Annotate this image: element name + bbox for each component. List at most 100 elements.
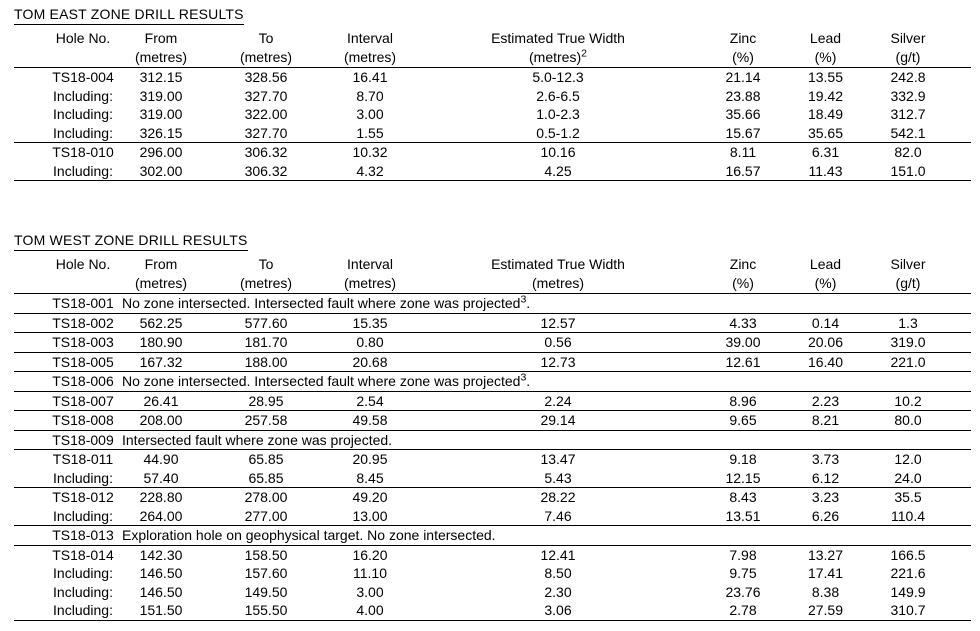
table-row: TS18-004 312.15 328.56 16.41 5.0-12.3 21.14 13… [14, 67, 971, 87]
value-cell-zinc: 35.66 [725, 106, 761, 122]
value-cell-silver: 166.5 [873, 544, 971, 564]
value-cell-zinc: 7.98 [708, 544, 778, 564]
value-cell-to: 327.70 [244, 124, 288, 141]
header-unit-row: (metres) (metres) (metres) (metres) (%) (%) (g… [14, 274, 971, 294]
header-label-row: Hole No. From To Interval Estimated True Wid… [14, 255, 971, 274]
tom-east-zone-section: TOM EAST ZONE DRILL RESULTS Hole No. From… [14, 6, 971, 181]
column-unit-zinc: (%) [732, 49, 754, 65]
value-cell-interval: 3.00 [356, 106, 384, 122]
table-row-note: TS18-001 No zone intersected. Intersected… [14, 293, 971, 313]
column-header-silver: Silver [890, 30, 926, 46]
value-cell-silver: 110.4 [891, 507, 925, 524]
value-cell-silver: 10.2 [873, 390, 971, 411]
value-cell-zinc: 9.18 [708, 449, 778, 469]
value-cell-interval: 15.35 [332, 312, 408, 333]
value-cell-interval: 10.32 [332, 142, 408, 162]
hole-cell: TS18-012 [14, 487, 122, 507]
column-header-interval: Interval [347, 256, 393, 272]
table-row: TS18-002 562.25 577.60 15.35 12.57 4.33 0.14 1.… [14, 312, 971, 333]
value-cell-to: 306.32 [200, 142, 332, 162]
value-cell-to: 577.60 [200, 312, 332, 333]
value-cell-zinc: 9.65 [708, 410, 778, 430]
value-cell-interval: 20.95 [332, 449, 408, 469]
value-cell-silver: 221.6 [890, 565, 926, 581]
column-header-hole-no: Hole No. [55, 256, 111, 272]
column-header-silver: Silver [890, 256, 926, 272]
value-cell-silver: 310.7 [890, 602, 926, 618]
tom-west-zone-section: TOM WEST ZONE DRILL RESULTS Hole No. From… [14, 232, 971, 621]
value-cell-lead: 6.12 [811, 469, 840, 486]
value-cell-estimated-true-width: 13.47 [408, 449, 708, 469]
value-cell-estimated-true-width: 12.73 [408, 351, 708, 372]
column-header-zinc: Zinc [729, 256, 757, 272]
value-cell-silver: 149.9 [890, 583, 926, 600]
value-cell-zinc: 12.61 [708, 351, 778, 372]
table-row: TS18-011 44.90 65.85 20.95 13.47 9.18 3.73 12.0 [14, 449, 971, 469]
table-row-note: TS18-009 Intersected fault where zone was… [14, 429, 971, 450]
column-unit-silver: (g/t) [895, 49, 921, 65]
value-cell-interval: 4.00 [356, 602, 384, 618]
value-cell-interval: 8.45 [356, 469, 384, 486]
column-header-to: To [258, 30, 274, 46]
value-cell-lead: 16.40 [778, 351, 873, 372]
value-cell-silver: 151.0 [890, 162, 926, 179]
hole-cell: TS18-008 [14, 410, 122, 430]
value-cell-silver: 35.5 [873, 487, 971, 507]
hole-cell: TS18-011 [14, 449, 122, 469]
table-row: Including: 319.00 327.70 8.70 2.6-6.5 23.88 19… [14, 87, 971, 106]
column-unit-estimated-true-width: (metres) [531, 275, 585, 291]
value-cell-lead: 11.43 [808, 162, 843, 179]
value-cell-from: 57.40 [143, 469, 179, 486]
value-cell-silver: 80.0 [873, 410, 971, 430]
value-cell-estimated-true-width: 2.24 [408, 390, 708, 411]
value-cell-estimated-true-width: 1.0-2.3 [536, 106, 580, 122]
value-cell-from: 326.15 [139, 124, 183, 141]
value-cell-estimated-true-width: 0.56 [408, 332, 708, 352]
hole-cell: Including: [53, 124, 113, 141]
value-cell-estimated-true-width: 29.14 [408, 410, 708, 430]
value-cell-silver: 312.7 [890, 106, 926, 122]
value-cell-from: 302.00 [139, 162, 183, 179]
value-cell-silver: 12.0 [873, 449, 971, 469]
column-header-hole-no: Hole No. [55, 30, 111, 46]
hole-cell: Including: [53, 87, 113, 104]
value-cell-from: 562.25 [122, 312, 200, 333]
table-row: TS18-003 180.90 181.70 0.80 0.56 39.00 20.06 31… [14, 332, 971, 352]
column-unit-to: (metres) [239, 275, 293, 291]
value-cell-lead: 18.49 [807, 106, 844, 122]
value-cell-silver: 1.3 [873, 312, 971, 333]
value-cell-to: 28.95 [200, 390, 332, 411]
table-row: TS18-007 26.41 28.95 2.54 2.24 8.96 2.23 10.2 [14, 390, 971, 411]
value-cell-zinc: 2.78 [729, 602, 757, 618]
value-cell-lead: 35.65 [807, 124, 844, 141]
value-cell-zinc: 8.43 [708, 487, 778, 507]
hole-cell: Including: [53, 106, 113, 122]
value-cell-to: 149.50 [244, 583, 288, 600]
value-cell-estimated-true-width: 2.30 [544, 583, 572, 600]
value-cell-interval: 20.68 [332, 351, 408, 372]
value-cell-estimated-true-width: 5.0-12.3 [408, 67, 708, 87]
value-cell-interval: 16.41 [332, 67, 408, 87]
value-cell-from: 146.50 [139, 565, 183, 581]
column-unit-hole-no [14, 274, 122, 294]
column-header-estimated-true-width: Estimated True Width [491, 30, 625, 46]
value-cell-to: 157.60 [244, 565, 288, 581]
superscript-footnote: 3 [520, 293, 527, 306]
note-cell: Intersected fault where zone was project… [122, 429, 971, 450]
table-row: Including: 302.00 306.32 4.32 4.25 16.57 11.43… [14, 162, 971, 181]
value-cell-from: 180.90 [122, 332, 200, 352]
table-row: Including: 319.00 322.00 3.00 1.0-2.3 35.66 18… [14, 105, 971, 124]
tom-east-zone-title: TOM EAST ZONE DRILL RESULTS [14, 6, 244, 25]
value-cell-estimated-true-width: 4.25 [544, 162, 572, 179]
value-cell-estimated-true-width: 7.46 [544, 507, 572, 524]
value-cell-to: 65.85 [200, 449, 332, 469]
hole-cell: TS18-007 [14, 390, 122, 411]
superscript-footnote: 2 [581, 47, 587, 60]
value-cell-silver: 542.1 [890, 124, 926, 141]
value-cell-estimated-true-width: 5.43 [544, 469, 572, 486]
column-unit-from: (metres) [134, 275, 188, 291]
hole-cell: Including: [53, 507, 113, 524]
value-cell-silver: 24.0 [894, 469, 922, 486]
value-cell-from: 142.30 [122, 544, 200, 564]
